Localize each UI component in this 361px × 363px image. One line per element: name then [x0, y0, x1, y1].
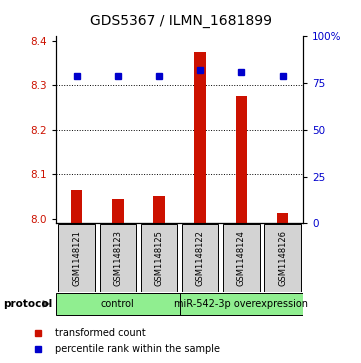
FancyBboxPatch shape: [223, 224, 260, 291]
Bar: [153, 196, 165, 223]
Text: percentile rank within the sample: percentile rank within the sample: [55, 344, 220, 354]
FancyBboxPatch shape: [58, 224, 95, 291]
Bar: [236, 97, 247, 223]
Text: GSM1148126: GSM1148126: [278, 230, 287, 286]
FancyBboxPatch shape: [141, 224, 177, 291]
Bar: [277, 213, 288, 223]
Text: GSM1148124: GSM1148124: [237, 230, 246, 286]
Text: GDS5367 / ILMN_1681899: GDS5367 / ILMN_1681899: [90, 14, 271, 28]
Text: GSM1148125: GSM1148125: [155, 230, 164, 286]
Text: protocol: protocol: [4, 299, 53, 309]
Text: transformed count: transformed count: [55, 328, 145, 338]
FancyBboxPatch shape: [56, 293, 180, 315]
Bar: [195, 52, 206, 223]
Text: GSM1148123: GSM1148123: [113, 230, 122, 286]
FancyBboxPatch shape: [265, 224, 301, 291]
Text: control: control: [101, 299, 135, 309]
FancyBboxPatch shape: [182, 224, 218, 291]
Bar: [71, 190, 82, 223]
FancyBboxPatch shape: [180, 293, 303, 315]
Text: GSM1148121: GSM1148121: [72, 230, 81, 286]
Bar: [112, 199, 123, 223]
FancyBboxPatch shape: [100, 224, 136, 291]
Text: miR-542-3p overexpression: miR-542-3p overexpression: [174, 299, 308, 309]
Text: GSM1148122: GSM1148122: [196, 230, 205, 286]
